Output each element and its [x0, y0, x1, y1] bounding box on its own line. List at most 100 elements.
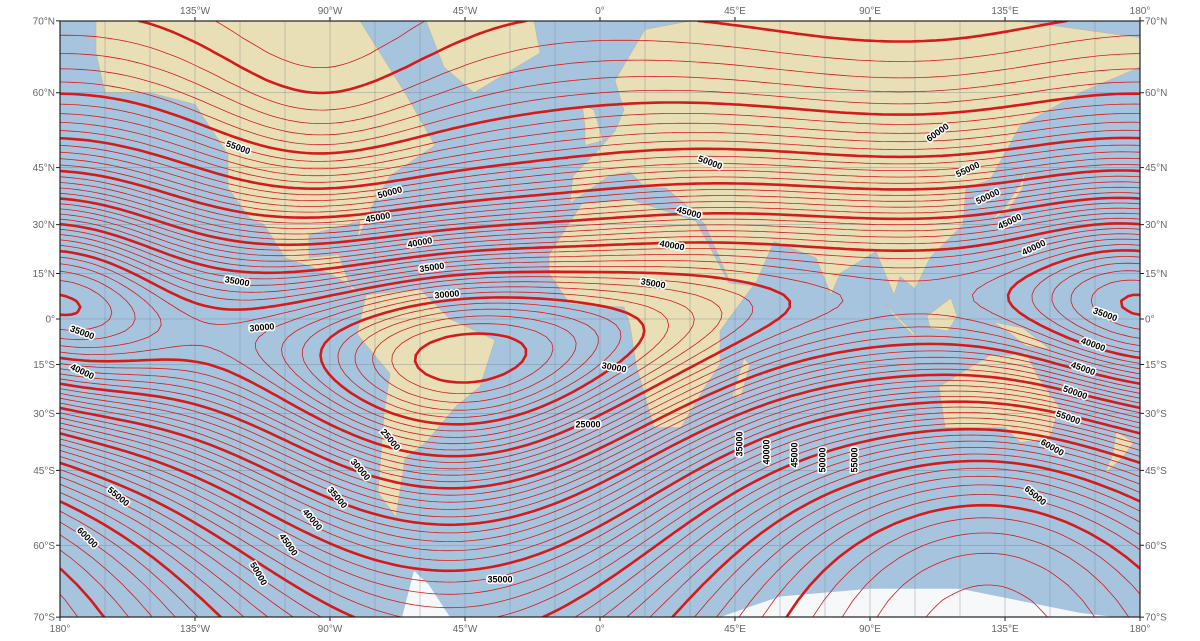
contour-38000	[60, 207, 1140, 510]
contour-51000	[60, 129, 1140, 617]
contour-48000	[60, 151, 1140, 609]
lon-label-bottom: 0°	[595, 624, 605, 635]
lon-label-top: 135°W	[180, 6, 211, 17]
contour-50000	[60, 136, 1140, 617]
contour-21000	[391, 323, 554, 394]
lat-label-right: 70°S	[1145, 613, 1167, 624]
lat-label-left: 0°	[45, 315, 55, 326]
land-eurasia	[569, 21, 1140, 296]
lat-label-left: 30°N	[33, 220, 55, 231]
lat-label-left: 70°N	[33, 16, 55, 27]
contour-30000	[60, 249, 1140, 458]
contour-63000	[876, 552, 1096, 617]
contour-24000	[337, 302, 622, 418]
lat-label-left: 60°S	[33, 541, 55, 552]
contour-34000	[60, 228, 1140, 483]
contour-label: 30000	[434, 288, 460, 300]
lat-label-right: 60°N	[1145, 88, 1167, 99]
contour-label: 25000	[575, 419, 600, 429]
lat-label-left: 70°S	[33, 613, 55, 624]
lon-label-top: 90°W	[318, 6, 343, 17]
contour-59000	[60, 34, 1140, 617]
contour-39000	[60, 202, 1140, 518]
lon-label-bottom: 180°	[50, 624, 71, 635]
lat-label-left: 60°N	[33, 88, 55, 99]
lon-label-bottom: 45°W	[453, 624, 478, 635]
contour-56000	[60, 81, 1140, 617]
lat-label-left: 45°N	[33, 163, 55, 174]
contour-label: 30000	[249, 321, 275, 333]
contour-57000	[60, 68, 1140, 617]
contour-label: 35000	[734, 431, 744, 456]
contour-26000	[60, 279, 1140, 432]
contour-22000	[372, 315, 577, 403]
lon-label-top: 45°W	[453, 6, 478, 17]
contour-47000	[60, 157, 1140, 595]
lon-label-bottom: 180°	[1130, 624, 1151, 635]
lon-label-top: 135°E	[991, 6, 1019, 17]
contour-27000	[60, 270, 1140, 438]
contour-28000	[60, 262, 1140, 445]
contour-40000	[60, 196, 1140, 527]
contour-54000	[60, 103, 1140, 617]
lat-label-right: 15°S	[1145, 360, 1167, 371]
contour-52000	[60, 121, 1140, 617]
contour-55000	[60, 92, 1140, 617]
axes: 135°W 90°W 45°W 0° 45°E 90°E 135°E 180° 180° 135°…	[33, 6, 1168, 635]
contour-label: 45000	[789, 442, 799, 467]
contour-42000	[60, 186, 1140, 542]
contour-44000	[60, 175, 1140, 561]
land-sumatra	[884, 303, 919, 338]
land-new-guinea	[992, 321, 1052, 350]
lat-label-right: 15°N	[1145, 269, 1167, 280]
contour-label: 40000	[761, 439, 771, 464]
lat-label-left: 15°N	[33, 269, 55, 280]
contour-46000	[60, 164, 1140, 583]
contour-layer	[60, 21, 1140, 617]
contour-41000	[60, 192, 1140, 534]
lon-label-top: 45°E	[724, 6, 746, 17]
contour-64000	[925, 584, 1048, 617]
land-greenland	[425, 21, 541, 94]
contour-37000	[60, 212, 1140, 503]
land-south-america	[356, 288, 496, 519]
contour-45000	[60, 169, 1140, 573]
contour-43000	[60, 181, 1140, 552]
contour-36000	[60, 217, 1140, 496]
contour-31000	[60, 244, 1140, 463]
contour-58000	[60, 53, 1140, 617]
contour-20000	[413, 332, 528, 384]
graticule	[60, 21, 1140, 617]
lat-label-right: 0°	[1145, 315, 1155, 326]
land-borneo	[926, 297, 958, 332]
lon-label-top: 0°	[595, 6, 605, 17]
lon-label-bottom: 45°E	[724, 624, 746, 635]
lon-label-top: 90°E	[859, 6, 881, 17]
lon-label-bottom: 90°W	[318, 624, 343, 635]
lon-label-top: 180°	[1130, 6, 1151, 17]
lat-label-right: 70°N	[1145, 16, 1167, 27]
lat-label-right: 30°N	[1145, 220, 1167, 231]
lon-label-bottom: 135°E	[991, 624, 1019, 635]
contour-53000	[60, 113, 1140, 617]
antarctic-ice	[720, 588, 1115, 617]
land-new-zealand	[1103, 430, 1135, 475]
contour-23000	[354, 308, 599, 411]
lon-label-bottom: 90°E	[859, 624, 881, 635]
lat-label-right: 45°N	[1145, 163, 1167, 174]
antarctic-ice	[402, 570, 450, 617]
contour-62000	[841, 532, 1130, 617]
lat-label-left: 45°S	[33, 466, 55, 477]
contour-29000	[60, 256, 1140, 451]
lat-label-right: 30°S	[1145, 409, 1167, 420]
lat-label-left: 15°S	[33, 360, 55, 371]
contour-label: 50000	[817, 447, 827, 472]
lat-label-right: 45°S	[1145, 466, 1167, 477]
lat-label-right: 60°S	[1145, 541, 1167, 552]
lat-label-left: 30°S	[33, 409, 55, 420]
contour-35000	[60, 222, 1140, 490]
lon-label-bottom: 135°W	[180, 624, 211, 635]
contour-32000	[60, 238, 1140, 470]
